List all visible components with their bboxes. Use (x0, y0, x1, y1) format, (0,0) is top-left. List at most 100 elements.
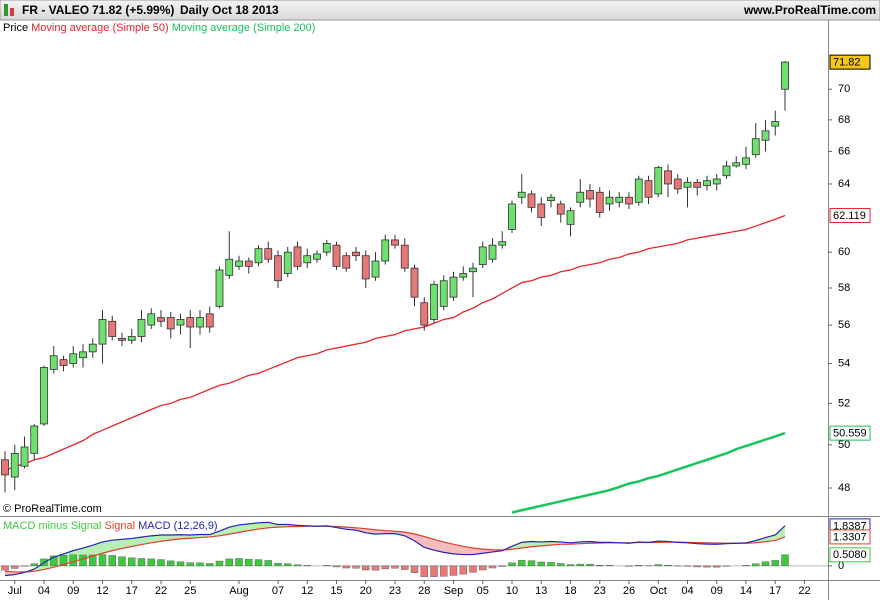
candle-body (108, 320, 117, 337)
macd-fill (151, 534, 161, 543)
x-tick-label: 12 (96, 585, 108, 597)
candle-body (566, 210, 575, 225)
y-tick-label: 58 (838, 282, 850, 294)
x-tick-label: 13 (535, 585, 547, 597)
histogram-bar (264, 560, 272, 567)
histogram-bar (342, 565, 350, 569)
candle-body (478, 246, 487, 265)
histogram-bar (761, 561, 770, 567)
candle-body (673, 178, 682, 190)
histogram-bar (69, 554, 77, 567)
header-icon (10, 8, 14, 16)
value-box (829, 54, 871, 70)
histogram-bar (391, 565, 399, 569)
macd-fill (102, 540, 113, 554)
candle-body (615, 196, 624, 203)
histogram-bar (11, 565, 19, 569)
site: www.ProRealTime.com (743, 3, 876, 17)
candle-body (488, 244, 497, 260)
candle-body (556, 203, 565, 215)
candle-body (40, 367, 48, 425)
candle-body (1, 459, 9, 476)
macd-fill (521, 541, 532, 549)
candle-body (391, 239, 399, 246)
candle-body (722, 165, 731, 177)
candle-body (400, 244, 409, 269)
x-tick-label: 05 (477, 585, 489, 597)
macd-fill (424, 536, 434, 551)
histogram-bar (176, 561, 185, 567)
histogram-bar (206, 563, 214, 567)
histogram-bar (157, 559, 165, 567)
x-tick-label: 23 (594, 585, 606, 597)
histogram-bar (245, 558, 253, 567)
macd-fill (434, 539, 444, 553)
candle-body (664, 170, 672, 185)
candle-body (742, 157, 750, 165)
date: Oct 18 2013 (212, 3, 279, 17)
x-tick-label: Aug (229, 585, 249, 597)
value-label: 1.3307 (833, 531, 867, 543)
x-tick-label: 07 (272, 585, 284, 597)
histogram-bar (596, 565, 604, 567)
histogram-bar (508, 562, 516, 567)
histogram-bar (1, 565, 9, 571)
candle-body (205, 313, 214, 328)
value-label: 50.559 (833, 428, 867, 440)
y-tick-label: 52 (838, 397, 850, 409)
header-icon (4, 4, 8, 16)
histogram-bar (566, 564, 575, 567)
macd-fill (765, 534, 776, 542)
x-tick-label: 15 (330, 585, 342, 597)
histogram-bar (30, 563, 38, 567)
value-box (829, 547, 871, 563)
macd-fill (404, 532, 415, 541)
legend-entry: MACD minus Signal (3, 520, 101, 532)
y-tick-label: 50 (838, 439, 850, 451)
moving-average (511, 431, 786, 514)
histogram-bar (459, 565, 467, 575)
histogram-bar (635, 565, 643, 567)
histogram-bar (50, 555, 58, 567)
x-tick-label: 09 (711, 585, 723, 597)
y-tick-label: 64 (838, 178, 850, 190)
x-tick-label: 10 (506, 585, 518, 597)
x-tick-label: 22 (798, 585, 810, 597)
price-legend: Price Moving average (Simple 50) Moving … (3, 22, 315, 34)
histogram-bar (781, 554, 789, 567)
histogram-bar (771, 560, 779, 567)
candle-body (751, 138, 760, 156)
x-tick-label: 23 (389, 585, 401, 597)
histogram-bar (703, 565, 711, 568)
candle-body (79, 351, 87, 359)
macd-fill (219, 527, 230, 536)
candle-body (137, 319, 146, 337)
macd-fill (268, 522, 278, 528)
histogram-bar (547, 562, 555, 567)
candle-body (644, 180, 653, 198)
candle-body (88, 343, 97, 353)
histogram-bar (118, 556, 126, 567)
candle-body (576, 191, 585, 203)
histogram-bar (147, 558, 155, 567)
moving-average (4, 214, 786, 472)
x-tick-label: Jul (8, 585, 22, 597)
value-box (829, 425, 871, 441)
histogram-bar (89, 554, 97, 567)
candle-body (459, 273, 468, 278)
value-box (829, 529, 871, 545)
legend-entry: Signal (104, 520, 135, 532)
y-tick-label: 60 (838, 246, 850, 258)
histogram-bar (713, 565, 721, 568)
value-label: 71.82 (833, 57, 861, 69)
candle-body (654, 167, 663, 195)
y-tick-label: 54 (838, 357, 850, 369)
histogram-bar (693, 565, 701, 568)
histogram-bar (293, 564, 302, 567)
x-tick-label: 14 (740, 585, 752, 597)
candle-body (420, 302, 429, 326)
macd-fill (463, 546, 473, 555)
candle-body (274, 255, 282, 282)
histogram-bar (128, 557, 136, 567)
